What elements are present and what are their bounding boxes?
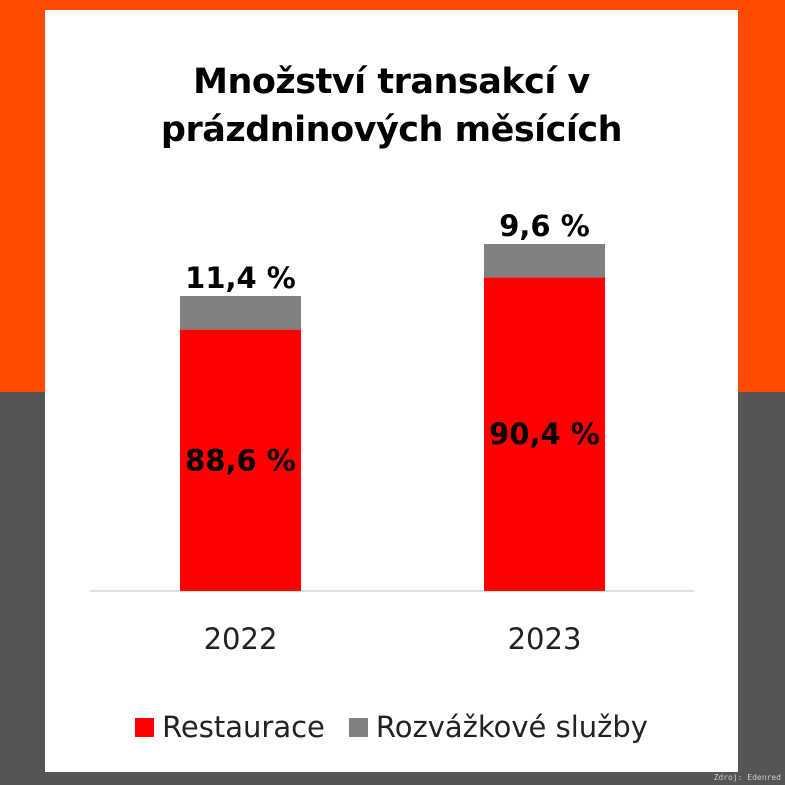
- source-note: Zdroj: Edenred: [713, 773, 781, 782]
- data-label-2022-restaurace: 88,6 %: [185, 443, 296, 477]
- legend-swatch-restaurace: [135, 717, 155, 737]
- legend-label: Rozvážkové služby: [375, 710, 648, 744]
- data-label-2022-rozvazkove: 11,4 %: [185, 261, 296, 295]
- data-label-2023-rozvazkove: 9,6 %: [499, 209, 590, 243]
- chart-panel: Množství transakcí v prázdninových měsíc…: [45, 10, 738, 772]
- data-label-2023-restaurace: 90,4 %: [489, 417, 600, 451]
- bar-chart: 88,6 % 11,4 % 2022 90,4 % 9,6 % 2023: [90, 209, 694, 656]
- bar-2022-restaurace: [180, 329, 301, 591]
- bar-2022-rozvazkove: [180, 296, 301, 330]
- chart-title: Množství transakcí v prázdninových měsíc…: [45, 58, 738, 154]
- title-line-1: Množství transakcí v: [193, 62, 590, 102]
- x-tick-label-2022: 2022: [204, 622, 278, 656]
- x-tick-label-2023: 2023: [508, 622, 582, 656]
- legend-item-restaurace: Restaurace: [135, 710, 325, 744]
- legend-item-rozvazkove-sluzby: Rozvážkové služby: [348, 710, 648, 744]
- bar-2023-rozvazkove: [484, 244, 605, 278]
- legend: Restaurace Rozvážkové služby: [45, 710, 738, 744]
- title-line-2: prázdninových měsících: [160, 110, 623, 150]
- legend-label: Restaurace: [162, 710, 325, 744]
- bar-2023-restaurace: [484, 277, 605, 591]
- legend-swatch-rozvazkove: [348, 717, 368, 737]
